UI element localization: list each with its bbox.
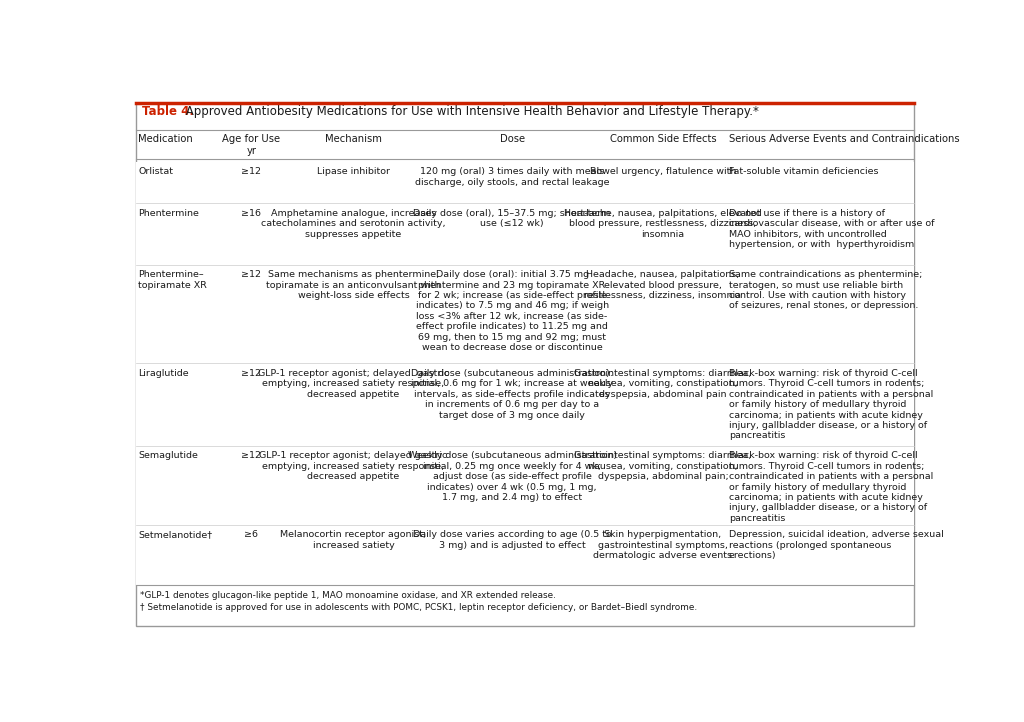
FancyBboxPatch shape — [136, 204, 913, 264]
Text: Lipase inhibitor: Lipase inhibitor — [316, 168, 390, 176]
Text: Mechanism: Mechanism — [325, 134, 382, 144]
Text: Same contraindications as phentermine;
teratogen, so must use reliable birth
con: Same contraindications as phentermine; t… — [729, 270, 923, 310]
Text: ≥12: ≥12 — [242, 369, 261, 378]
Text: Skin hyperpigmentation,
gastrointestinal symptoms,
dermatologic adverse events: Skin hyperpigmentation, gastrointestinal… — [593, 530, 732, 560]
Text: Daily dose (oral), 15–37.5 mg; short-term
use (≤12 wk): Daily dose (oral), 15–37.5 mg; short-ter… — [414, 209, 610, 228]
Text: Headache, nausea, palpitations,
elevated blood pressure,
restlessness, dizziness: Headache, nausea, palpitations, elevated… — [585, 270, 741, 300]
Text: ≥12: ≥12 — [242, 168, 261, 176]
FancyBboxPatch shape — [136, 103, 913, 626]
Text: ≥12: ≥12 — [242, 270, 261, 279]
Text: ≥6: ≥6 — [245, 530, 258, 539]
Text: Medication: Medication — [138, 134, 194, 144]
Text: 120 mg (oral) 3 times daily with meals
discharge, oily stools, and rectal leakag: 120 mg (oral) 3 times daily with meals d… — [415, 168, 609, 187]
Text: Approved Antiobesity Medications for Use with Intensive Health Behavior and Life: Approved Antiobesity Medications for Use… — [182, 105, 759, 118]
Text: Daily dose (subcutaneous administration):
initial, 0.6 mg for 1 wk; increase at : Daily dose (subcutaneous administration)… — [411, 369, 613, 419]
Text: *GLP-1 denotes glucagon-like peptide 1, MAO monoamine oxidase, and XR extended r: *GLP-1 denotes glucagon-like peptide 1, … — [140, 591, 556, 601]
Text: ≥16: ≥16 — [242, 209, 261, 218]
Text: Common Side Effects: Common Side Effects — [609, 134, 716, 144]
Text: Age for Use: Age for Use — [222, 134, 281, 144]
Text: † Setmelanotide is approved for use in adolescents with POMC, PCSK1, leptin rece: † Setmelanotide is approved for use in a… — [140, 603, 697, 612]
Text: Amphetamine analogue, increases
catecholamines and serotonin activity,
suppresse: Amphetamine analogue, increases catechol… — [261, 209, 445, 239]
Text: Phentermine: Phentermine — [138, 209, 200, 218]
Text: Serious Adverse Events and Contraindications: Serious Adverse Events and Contraindicat… — [729, 134, 959, 144]
Text: Fat-soluble vitamin deficiencies: Fat-soluble vitamin deficiencies — [729, 168, 879, 176]
FancyBboxPatch shape — [136, 363, 913, 445]
Text: Liraglutide: Liraglutide — [138, 369, 189, 378]
Text: Bowel urgency, flatulence with: Bowel urgency, flatulence with — [590, 168, 736, 176]
Text: Weekly dose (subcutaneous administration)
initial, 0.25 mg once weekly for 4 wk;: Weekly dose (subcutaneous administration… — [408, 451, 616, 502]
Text: Headache, nausea, palpitations, elevated
blood pressure, restlessness, dizziness: Headache, nausea, palpitations, elevated… — [564, 209, 762, 239]
Text: Daily dose varies according to age (0.5 to
3 mg) and is adjusted to effect: Daily dose varies according to age (0.5 … — [413, 530, 611, 549]
Text: Depression, suicidal ideation, adverse sexual
reactions (prolonged spontaneous
e: Depression, suicidal ideation, adverse s… — [729, 530, 943, 560]
Text: Daily dose (oral): initial 3.75 mg
phentermine and 23 mg topiramate XR
for 2 wk;: Daily dose (oral): initial 3.75 mg phent… — [416, 270, 608, 352]
Text: Dose: Dose — [500, 134, 524, 144]
Text: Setmelanotide†: Setmelanotide† — [138, 530, 212, 539]
Text: Melanocortin receptor agonist;
increased satiety: Melanocortin receptor agonist; increased… — [281, 530, 426, 549]
FancyBboxPatch shape — [136, 525, 913, 585]
FancyBboxPatch shape — [136, 445, 913, 525]
Text: Semaglutide: Semaglutide — [138, 451, 199, 461]
Text: Table 4.: Table 4. — [142, 105, 195, 118]
Text: Phentermine–
topiramate XR: Phentermine– topiramate XR — [138, 270, 207, 290]
FancyBboxPatch shape — [136, 264, 913, 363]
Text: yr: yr — [247, 146, 256, 156]
Text: GLP-1 receptor agonist; delayed  gastric
emptying, increased satiety response,
d: GLP-1 receptor agonist; delayed gastric … — [258, 369, 449, 399]
Text: Black-box warning: risk of thyroid C-cell
tumors. Thyroid C-cell tumors in roden: Black-box warning: risk of thyroid C-cel… — [729, 369, 933, 440]
FancyBboxPatch shape — [136, 162, 913, 204]
Text: Black-box warning: risk of thyroid C-cell
tumors. Thyroid C-cell tumors in roden: Black-box warning: risk of thyroid C-cel… — [729, 451, 933, 523]
Text: Do not use if there is a history of
cardiovascular disease, with or after use of: Do not use if there is a history of card… — [729, 209, 934, 249]
Text: Gastrointestinal symptoms: diarrhea,
nausea, vomiting, constipation,
dyspepsia, : Gastrointestinal symptoms: diarrhea, nau… — [574, 451, 752, 481]
Text: Orlistat: Orlistat — [138, 168, 173, 176]
Text: ≥12: ≥12 — [242, 451, 261, 461]
Text: GLP-1 receptor agonist; delayed gastric
emptying, increased satiety response,
de: GLP-1 receptor agonist; delayed gastric … — [259, 451, 447, 481]
Text: Same mechanisms as phentermine;
topiramate is an anticonvulsant with
weight-loss: Same mechanisms as phentermine; topirama… — [266, 270, 440, 300]
Text: Gastrointestinal symptoms: diarrhea,
nausea, vomiting, constipation,
dyspepsia, : Gastrointestinal symptoms: diarrhea, nau… — [574, 369, 752, 399]
